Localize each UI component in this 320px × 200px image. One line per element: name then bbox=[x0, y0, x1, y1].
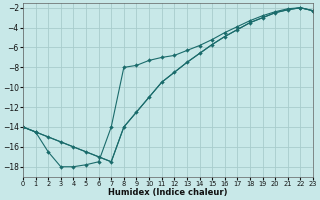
X-axis label: Humidex (Indice chaleur): Humidex (Indice chaleur) bbox=[108, 188, 228, 197]
